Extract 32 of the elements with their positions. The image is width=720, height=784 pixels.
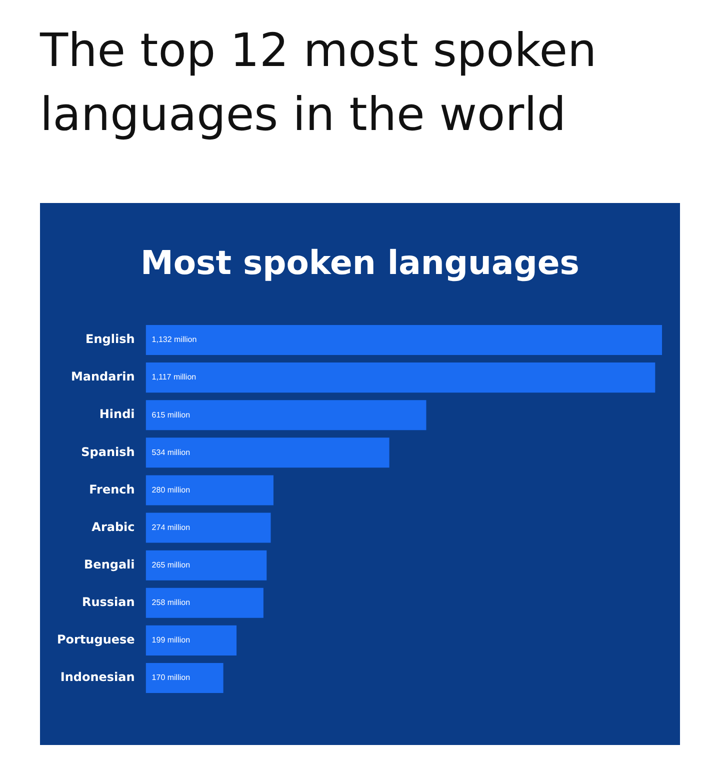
y-tick-label: Portuguese — [56, 632, 135, 647]
bar — [146, 324, 662, 356]
bar — [146, 550, 267, 580]
data-label: 265 million — [152, 560, 190, 570]
bar — [146, 400, 426, 430]
bar — [146, 625, 237, 656]
data-label: 199 million — [152, 636, 190, 645]
bar — [146, 662, 224, 694]
y-tick-label: Russian — [82, 595, 135, 610]
y-tick-label: Indonesian — [60, 670, 135, 684]
y-tick-label: French — [89, 482, 135, 496]
bar — [146, 512, 271, 543]
data-label: 1,132 million — [152, 335, 197, 344]
data-label: 280 million — [152, 485, 190, 494]
y-tick-label: Mandarin — [70, 370, 135, 384]
data-label: 170 million — [152, 673, 190, 682]
chart-subtitle: Most spoken languages — [140, 243, 580, 282]
data-label: 258 million — [152, 598, 190, 608]
data-label: 615 million — [152, 410, 190, 420]
data-label: 1,117 million — [152, 372, 196, 382]
y-tick-label: Arabic — [92, 520, 135, 534]
chart-title: The top 12 most spoken languages in the world — [40, 22, 598, 143]
y-tick-label: Spanish — [81, 444, 135, 459]
bar — [146, 438, 390, 468]
bar — [146, 475, 274, 506]
y-tick-label: Hindi — [99, 407, 135, 422]
y-tick-label: Bengali — [84, 557, 135, 572]
data-label: 534 million — [152, 448, 190, 457]
data-label: 274 million — [152, 522, 190, 532]
y-tick-label: English — [86, 332, 135, 346]
bar — [146, 588, 264, 618]
bar — [146, 362, 656, 393]
